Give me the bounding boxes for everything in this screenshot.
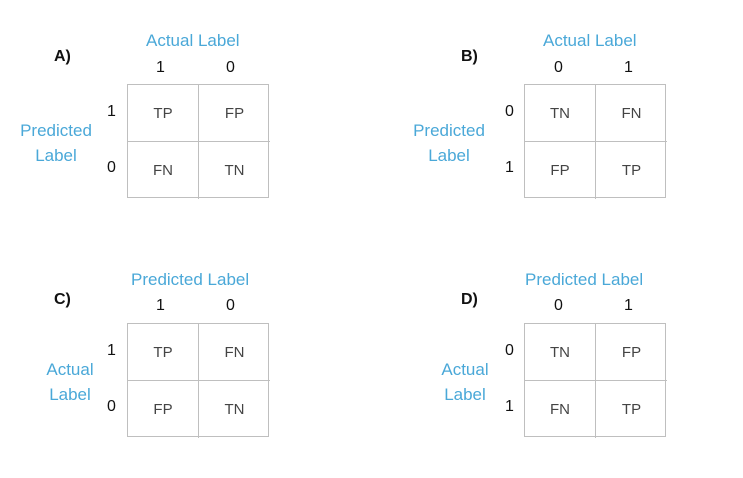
panel-letter: B) — [461, 48, 478, 65]
matrix-cell: FP — [128, 381, 199, 438]
row-tick-label: 1 — [107, 342, 116, 359]
panel-letter: D) — [461, 291, 478, 308]
column-tick-label: 0 — [554, 59, 563, 76]
matrix-cell: FN — [199, 324, 270, 381]
column-tick-label: 1 — [624, 59, 633, 76]
row-tick-label: 1 — [505, 159, 514, 176]
matrix-cell: FP — [596, 324, 667, 381]
row-tick-label: 0 — [505, 342, 514, 359]
matrix-cell: FN — [128, 142, 199, 199]
panel-letter: A) — [54, 48, 71, 65]
row-tick-label: 1 — [107, 103, 116, 120]
matrix-grid: TN FN FP TP — [524, 84, 667, 199]
matrix-cell: TP — [128, 85, 199, 142]
column-axis-title: Predicted Label — [525, 270, 644, 289]
matrix-cell: TP — [621, 162, 642, 179]
matrix-cell: TN — [525, 85, 596, 142]
row-axis-title: Predicted Label — [413, 121, 485, 165]
matrix-cell: FN — [525, 381, 596, 438]
matrix-cell: FN — [596, 85, 667, 142]
matrix-grid: TP FN FP TN — [127, 323, 270, 438]
row-tick-label: 1 — [505, 398, 514, 415]
matrix-grid: TP FP FN TN — [127, 84, 270, 199]
column-axis-title: Predicted Label — [131, 270, 250, 289]
row-axis-title: Predicted Label — [20, 121, 92, 165]
row-tick-label: 0 — [505, 103, 514, 120]
column-tick-label: 1 — [624, 297, 633, 314]
row-tick-label: 0 — [107, 159, 116, 176]
column-tick-label: 1 — [156, 59, 165, 76]
matrix-cell: TN — [224, 162, 245, 179]
matrix-cell: TN — [525, 324, 596, 381]
row-axis-title: Actual Label — [46, 360, 94, 404]
row-tick-label: 0 — [107, 398, 116, 415]
matrix-cell: TN — [224, 401, 245, 418]
column-axis-title: Actual Label — [543, 31, 637, 50]
column-tick-label: 1 — [156, 297, 165, 314]
panel-letter: C) — [54, 291, 71, 308]
matrix-cell: TP — [621, 401, 642, 418]
column-axis-title: Actual Label — [146, 31, 240, 50]
column-tick-label: 0 — [554, 297, 563, 314]
matrix-cell: TP — [128, 324, 199, 381]
matrix-cell: FP — [199, 85, 270, 142]
row-axis-title: Actual Label — [441, 360, 489, 404]
column-tick-label: 0 — [226, 297, 235, 314]
matrix-cell: FP — [525, 142, 596, 199]
matrix-grid: TN FP FN TP — [524, 323, 667, 438]
column-tick-label: 0 — [226, 59, 235, 76]
